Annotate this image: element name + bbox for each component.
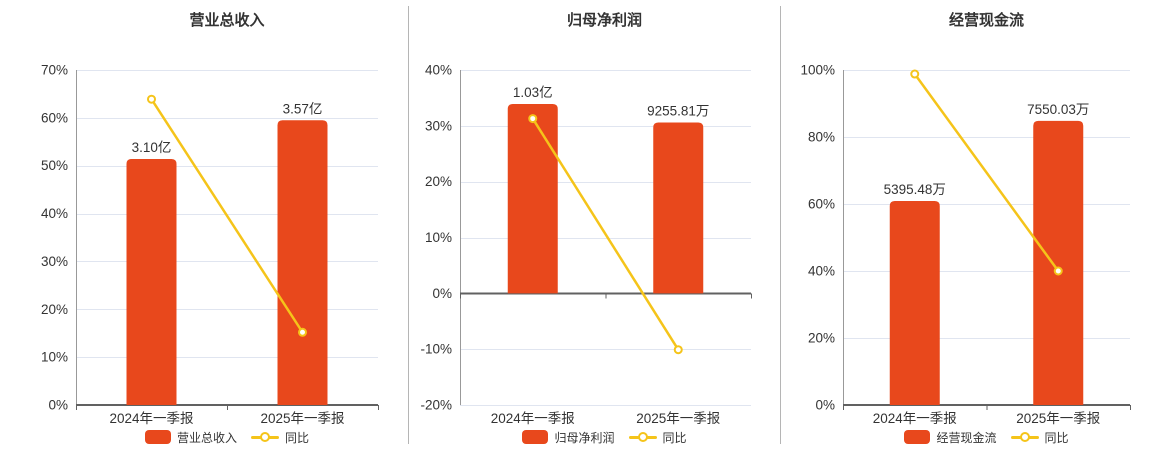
y-axis-tick-label: 100%	[800, 63, 835, 78]
y-axis-tick-label: 10%	[425, 230, 452, 245]
y-axis-tick-label: 80%	[808, 130, 835, 145]
bar-2024年一季报[interactable]	[126, 159, 177, 405]
x-axis-label: 2024年一季报	[109, 411, 193, 426]
x-axis-label: 2024年一季报	[491, 411, 575, 426]
legend-cashflow: 经营现金流 同比	[843, 428, 1130, 446]
legend-bar-label[interactable]: 归母净利润	[554, 430, 615, 445]
y-axis-tick-label: 20%	[808, 331, 835, 346]
y-axis-tick-label: 40%	[41, 206, 68, 221]
y-axis-tick-label: 10%	[41, 350, 68, 365]
chart-cashflow: 0% 20% 40% 60% 80% 100% 5395.48万 7550.03万 2024年一…	[800, 63, 1131, 426]
bar-value-label: 9255.81万	[647, 103, 709, 118]
x-axis-label: 2025年一季报	[1016, 411, 1100, 426]
y-axis-tick-label: 70%	[41, 63, 68, 78]
yoy-line-marker[interactable]	[1053, 266, 1063, 276]
y-axis-tick-label: 0%	[432, 286, 452, 301]
panel-divider	[780, 6, 781, 444]
panel-divider	[408, 6, 409, 444]
chart-netprofit: -20% -10% 0% 10% 20% 30% 40% 1.03亿 9255.81万 2024年…	[420, 63, 752, 426]
chart-title-netprofit: 归母净利润	[566, 12, 642, 29]
legend-bar-swatch[interactable]	[522, 430, 549, 444]
x-axis-label: 2025年一季报	[260, 411, 344, 426]
y-axis-tick-label: -10%	[420, 342, 452, 357]
x-axis-label: 2024年一季报	[873, 411, 957, 426]
y-axis-tick-label: 0%	[48, 398, 68, 413]
legend-revenue: 营业总收入 同比	[76, 428, 378, 446]
legend-bar-swatch[interactable]	[144, 430, 171, 444]
yoy-line-marker[interactable]	[298, 327, 307, 337]
yoy-line-marker[interactable]	[910, 69, 920, 79]
yoy-line-marker[interactable]	[673, 345, 683, 355]
yoy-line[interactable]	[150, 98, 304, 333]
yoy-line[interactable]	[913, 73, 1060, 272]
legend-bar-swatch[interactable]	[904, 430, 931, 444]
bar-2025年一季报[interactable]	[653, 122, 704, 294]
x-axis-label: 2025年一季报	[636, 411, 720, 426]
legend-bar-label[interactable]: 营业总收入	[176, 430, 237, 445]
y-axis-tick-label: 50%	[41, 158, 68, 173]
bar-value-label: 3.10亿	[132, 140, 172, 155]
legend-line-label[interactable]: 同比	[1044, 430, 1069, 445]
y-axis-tick-label: -20%	[420, 398, 452, 413]
legend-line-label[interactable]: 同比	[662, 430, 687, 445]
y-axis-tick-label: 20%	[41, 302, 68, 317]
bar-value-label: 5395.48万	[884, 182, 946, 197]
bar-2024年一季报[interactable]	[889, 200, 940, 405]
y-axis-tick-label: 60%	[808, 197, 835, 212]
bar-value-label: 7550.03万	[1027, 102, 1089, 117]
legend-netprofit: 归母净利润 同比	[459, 428, 750, 446]
legend-line-label[interactable]: 同比	[285, 430, 310, 445]
bar-2025年一季报[interactable]	[1033, 120, 1084, 406]
chart-title-revenue: 营业总收入	[189, 12, 265, 29]
y-axis-tick-label: 0%	[815, 398, 835, 413]
bar-value-label: 3.57亿	[283, 101, 323, 116]
chart-title-cashflow: 经营现金流	[948, 12, 1024, 29]
legend-line-symbol[interactable]	[1010, 431, 1039, 443]
legend-bar-label[interactable]: 经营现金流	[936, 430, 997, 445]
chart-revenue: 0% 10% 20% 30% 40% 50% 60% 70% 3.10亿 3.57亿 2024年一季…	[41, 63, 379, 426]
yoy-line-marker[interactable]	[147, 94, 156, 104]
y-axis-tick-label: 60%	[41, 110, 68, 125]
bar-2024年一季报[interactable]	[507, 104, 558, 294]
y-axis-tick-label: 30%	[425, 118, 452, 133]
legend-line-symbol[interactable]	[628, 431, 657, 443]
y-axis-tick-label: 40%	[808, 264, 835, 279]
yoy-line[interactable]	[531, 117, 680, 351]
bar-2025年一季报[interactable]	[277, 120, 328, 405]
y-axis-tick-label: 20%	[425, 174, 452, 189]
y-axis-tick-label: 40%	[425, 63, 452, 78]
y-axis-tick-label: 30%	[41, 254, 68, 269]
legend-line-symbol[interactable]	[251, 431, 279, 443]
bar-value-label: 1.03亿	[513, 85, 553, 100]
yoy-line-marker[interactable]	[528, 114, 538, 124]
